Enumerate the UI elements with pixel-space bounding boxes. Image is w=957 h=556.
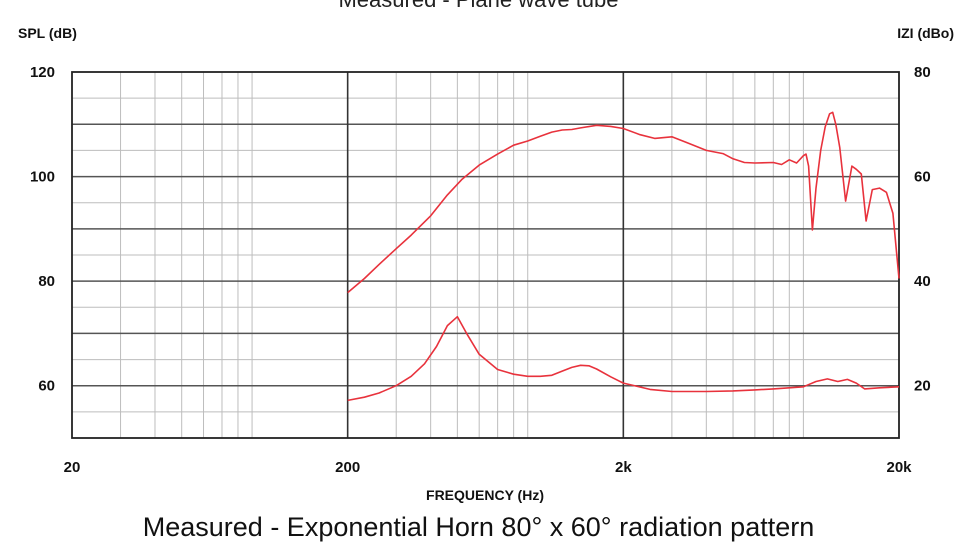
series-group bbox=[347, 111, 900, 402]
y-left-tick-label: 120 bbox=[30, 64, 55, 81]
x-axis-label: FREQUENCY (Hz) bbox=[426, 487, 544, 503]
y-left-tick-label: 100 bbox=[30, 169, 55, 186]
series-impedance-line bbox=[347, 315, 900, 402]
series-spl-line bbox=[347, 111, 900, 294]
plot-frame bbox=[71, 71, 900, 439]
chart-subtitle: Measured - Exponential Horn 80° x 60° ra… bbox=[142, 512, 815, 542]
x-tick-label: 2k bbox=[615, 459, 632, 476]
y-right-tick-label: 40 bbox=[914, 273, 931, 290]
x-tick-label: 20k bbox=[886, 459, 912, 476]
y-right-tick-label: 80 bbox=[914, 64, 931, 81]
y-right-tick-label: 20 bbox=[914, 378, 931, 395]
y-right-tick-label: 60 bbox=[914, 169, 931, 186]
y-left-tick-label: 80 bbox=[38, 273, 55, 290]
y-axis-left-label: SPL (dB) bbox=[18, 25, 77, 41]
y-axis-right-label: IZI (dBo) bbox=[897, 25, 954, 41]
tick-labels: 20 200 2k 20k 120 100 80 60 80 60 40 20 bbox=[30, 64, 931, 476]
x-tick-label: 200 bbox=[335, 459, 360, 476]
chart-title: Measured - Plane wave tube bbox=[0, 0, 957, 13]
y-left-tick-label: 60 bbox=[38, 378, 55, 395]
x-tick-label: 20 bbox=[64, 459, 81, 476]
grid bbox=[71, 71, 900, 439]
